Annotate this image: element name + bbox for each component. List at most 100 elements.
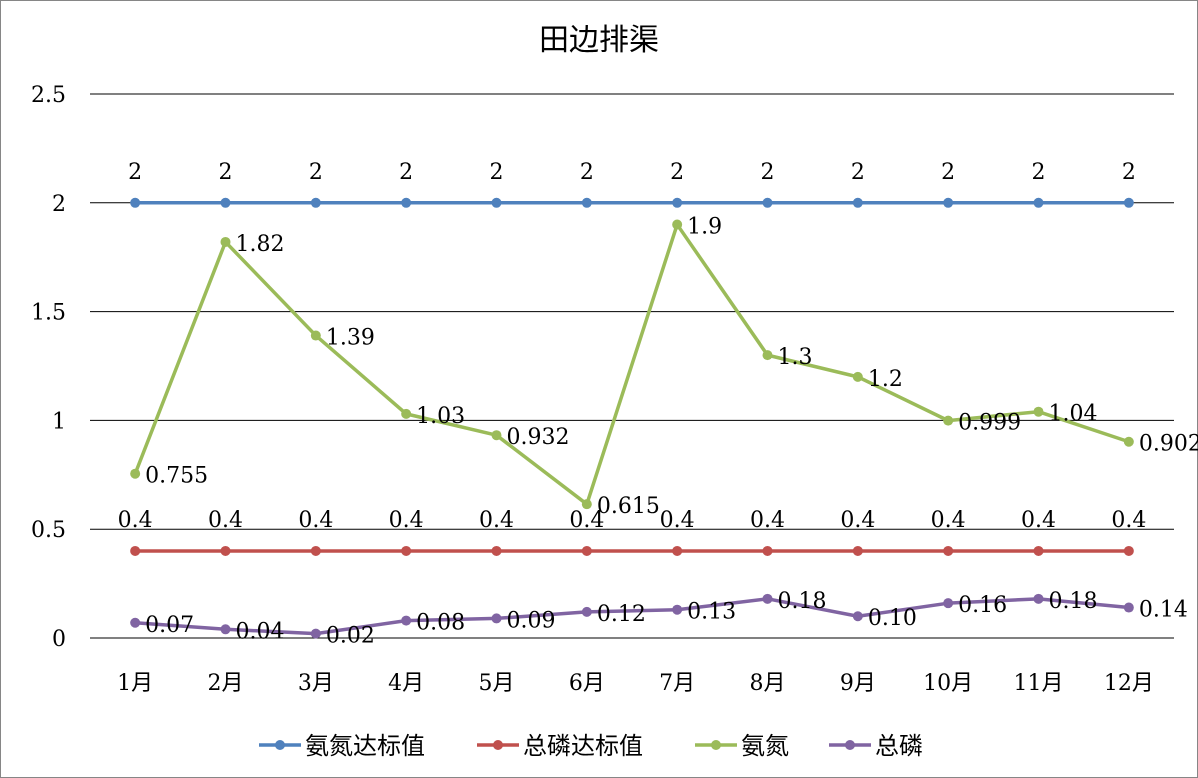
- data-label: 2: [219, 160, 233, 185]
- data-point: [1123, 436, 1134, 447]
- data-point: [1033, 406, 1044, 417]
- data-point: [401, 615, 412, 626]
- x-tick-label: 6月: [569, 671, 605, 696]
- data-point: [310, 545, 321, 556]
- series-line: [133, 222, 1130, 506]
- data-point: [130, 617, 141, 628]
- data-label: 0.10: [868, 606, 917, 631]
- data-label: 0.755: [145, 464, 208, 489]
- data-label: 0.4: [208, 508, 243, 533]
- data-label: 1.82: [236, 232, 285, 257]
- x-tick-label: 10月: [923, 671, 973, 696]
- y-tick-label: 1: [52, 409, 66, 434]
- legend-marker-icon: [275, 740, 285, 750]
- x-tick-label: 5月: [479, 671, 515, 696]
- legend-marker-icon: [845, 740, 855, 750]
- data-point: [852, 545, 863, 556]
- data-point: [220, 624, 231, 635]
- data-label: 0.4: [750, 508, 785, 533]
- data-label: 0.08: [416, 611, 465, 636]
- data-point: [762, 593, 773, 604]
- data-point: [1123, 545, 1134, 556]
- data-point: [852, 611, 863, 622]
- data-point: [491, 613, 502, 624]
- data-label: 2: [1122, 160, 1136, 185]
- data-point: [672, 545, 683, 556]
- data-point: [220, 236, 231, 247]
- data-point: [1033, 593, 1044, 604]
- chart-title: 田边排渠: [539, 23, 659, 58]
- data-point: [943, 415, 954, 426]
- data-point: [943, 598, 954, 609]
- x-tick-label: 11月: [1014, 671, 1064, 696]
- x-tick-label: 3月: [298, 671, 334, 696]
- data-label: 2: [761, 160, 775, 185]
- legend-item: 氨氮: [695, 732, 789, 760]
- data-point: [1033, 197, 1044, 208]
- data-point: [943, 545, 954, 556]
- data-label: 2: [941, 160, 955, 185]
- data-label: 0.4: [389, 508, 424, 533]
- data-point: [401, 197, 412, 208]
- data-point: [581, 545, 592, 556]
- data-point: [401, 545, 412, 556]
- data-point: [491, 545, 502, 556]
- data-label: 1.39: [326, 326, 375, 351]
- legend: 氨氮达标值 总磷达标值 氨氮 总磷: [259, 732, 923, 760]
- data-label: 1.3: [778, 345, 813, 370]
- y-tick-label: 1.5: [31, 301, 66, 326]
- legend-marker-icon: [493, 740, 503, 750]
- data-label: 2: [128, 160, 142, 185]
- data-label: 2: [580, 160, 594, 185]
- data-point: [130, 468, 141, 479]
- x-tick-label: 8月: [750, 671, 786, 696]
- data-label: 0.4: [298, 508, 333, 533]
- data-point: [310, 197, 321, 208]
- data-label: 0.4: [569, 508, 604, 533]
- data-point: [581, 606, 592, 617]
- legend-label: 总磷: [875, 732, 923, 760]
- data-label: 0.4: [479, 508, 514, 533]
- data-point: [581, 499, 592, 510]
- data-point: [762, 545, 773, 556]
- data-label: 2: [309, 160, 323, 185]
- series-line: [135, 597, 1130, 636]
- data-label: 1.9: [687, 215, 722, 240]
- y-tick-label: 2.5: [31, 83, 66, 108]
- x-tick-label: 2月: [208, 671, 244, 696]
- data-label: 0.12: [597, 602, 646, 627]
- data-point: [310, 330, 321, 341]
- legend-item: 氨氮达标值: [259, 732, 425, 760]
- data-label: 0.4: [931, 508, 966, 533]
- data-point: [852, 371, 863, 382]
- series-3: [130, 219, 1134, 510]
- data-label: 0.4: [1111, 508, 1146, 533]
- data-label: 0.13: [687, 600, 736, 625]
- data-point: [491, 430, 502, 441]
- y-tick-label: 2: [52, 192, 66, 217]
- data-label: 1.04: [1049, 402, 1098, 427]
- data-label: 0.902: [1139, 432, 1198, 457]
- data-label: 2: [851, 160, 865, 185]
- legend-label: 氨氮达标值: [305, 732, 425, 760]
- legend-item: 总磷: [829, 732, 923, 760]
- data-point: [581, 197, 592, 208]
- data-label: 0.932: [507, 425, 570, 450]
- data-label: 0.4: [660, 508, 695, 533]
- data-label: 0.4: [840, 508, 875, 533]
- data-label: 0.14: [1139, 598, 1188, 623]
- y-tick-label: 0: [52, 627, 66, 652]
- legend-item: 总磷达标值: [477, 732, 643, 760]
- data-point: [1123, 197, 1134, 208]
- data-label: 0.615: [597, 494, 660, 519]
- data-label: 2: [399, 160, 413, 185]
- legend-label: 氨氮: [741, 732, 789, 760]
- data-label: 0.4: [118, 508, 153, 533]
- data-label: 0.09: [507, 608, 556, 633]
- data-point: [401, 408, 412, 419]
- data-label: 2: [670, 160, 684, 185]
- x-axis-ticks: 1月 2月 3月 4月 5月 6月 7月 8月 9月 10月 11月 12月: [117, 671, 1154, 696]
- data-point: [672, 604, 683, 615]
- series-4: [130, 593, 1134, 639]
